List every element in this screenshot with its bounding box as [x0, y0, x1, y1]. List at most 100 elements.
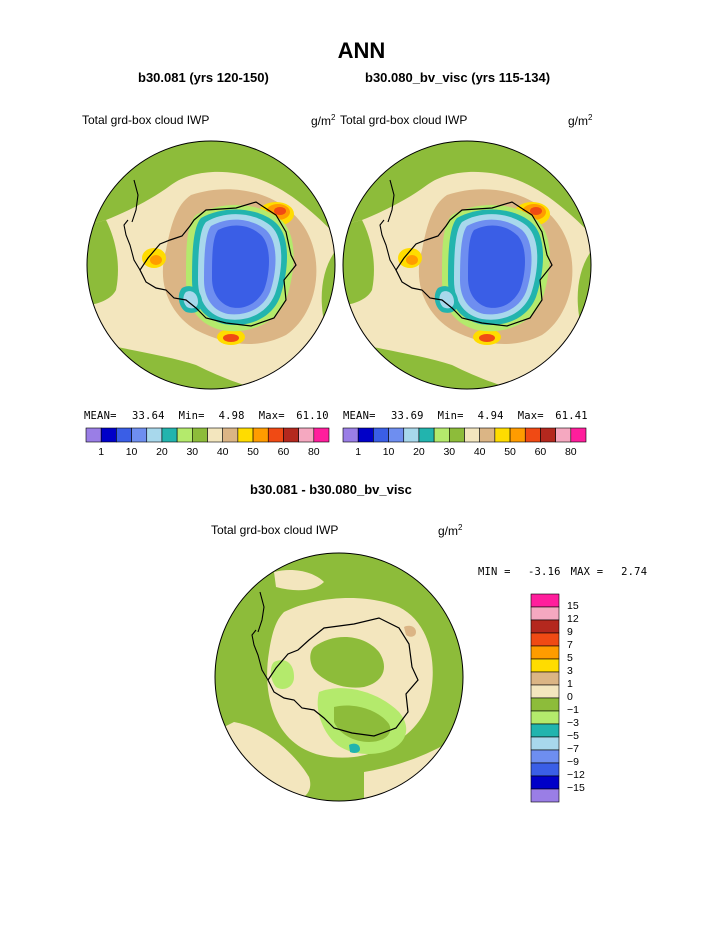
panel2-colorbar-label: 50: [504, 446, 516, 458]
diff-colorbar-swatch: [530, 658, 560, 673]
panel1-colorbar-swatch: [192, 427, 208, 443]
panel1-colorbar-swatch: [283, 427, 299, 443]
panel2-units: g/m2: [568, 113, 593, 128]
panel2-colorbar-swatch: [509, 427, 526, 443]
diff-colorbar-swatch: [530, 749, 560, 764]
diff-colorbar-swatch: [530, 762, 560, 777]
panel2-polar-map: [342, 140, 592, 390]
diff-colorbar-swatch: [530, 671, 560, 686]
diff-peninsula-coast: [251, 629, 269, 681]
panel1-case-title: b30.081 (yrs 120-150): [138, 70, 269, 85]
panel2-colorbar-swatch: [373, 427, 389, 443]
diff-colorbar-swatch: [530, 723, 560, 738]
diff-teal-spot: [349, 743, 360, 753]
diff-variable-label: Total grd-box cloud IWP: [211, 523, 339, 537]
diff-units: g/m2: [438, 523, 463, 538]
panel1-colorbar-swatch: [146, 427, 163, 443]
diff-colorbar-swatch: [530, 710, 560, 725]
diff-colorbar-swatch: [530, 684, 560, 699]
panel2-peninsula-coast: [379, 219, 397, 271]
diff-colorbar-swatch: [530, 619, 560, 634]
diff-colorbar-label: −12: [567, 769, 585, 781]
diff-colorbar-swatch: [530, 632, 560, 647]
panel2-colorbar-swatch: [403, 427, 420, 443]
diff-polar-map: [214, 552, 464, 802]
panel2-colorbar-label: 10: [382, 446, 395, 458]
panel2-colorbar-label: 1: [355, 446, 362, 458]
panel2-samerica-coast: [387, 179, 395, 223]
diff-cream-north: [274, 570, 324, 591]
panel1-colorbar-swatch: [313, 427, 330, 443]
panel1-units: g/m2: [311, 113, 336, 128]
diff-colorbar-label: 5: [567, 652, 573, 664]
diff-tan-spot: [404, 625, 416, 637]
panel2-colorbar-swatch: [479, 427, 496, 443]
panel2-colorbar-swatch: [357, 427, 374, 443]
panel1-colorbar-label: 20: [156, 446, 168, 458]
panel1-variable-label: Total grd-box cloud IWP: [82, 113, 210, 127]
panel2-colorbar-swatch: [342, 427, 359, 443]
panel1-mean-value: 33.64: [132, 410, 165, 422]
panel1-colorbar-label: 40: [216, 446, 229, 458]
panel1-max-value: 61.10: [296, 410, 329, 422]
panel2-colorbar-swatch: [433, 427, 450, 443]
diff-colorbar-label: −1: [567, 704, 579, 716]
diff-min-value: -3.16: [528, 566, 561, 578]
panel1-colorbar-swatch: [298, 427, 315, 443]
diff-colorbar-swatch: [530, 788, 560, 803]
diff-stats: MIN = -3.16 MAX = 2.74: [478, 566, 648, 578]
panel2-colorbar-swatch: [464, 427, 480, 443]
panel1-colorbar-swatch: [222, 427, 239, 443]
diff-colorbar-label: −15: [567, 782, 585, 794]
panel1-colorbar-label: 30: [186, 446, 199, 458]
panel1-north-green-band: [87, 141, 335, 235]
diff-colorbar-label: −3: [567, 717, 579, 729]
diff-max-value: 2.74: [621, 566, 648, 578]
panel1-colorbar-label: 10: [125, 446, 138, 458]
diff-colorbar-label: 0: [567, 691, 573, 703]
panel1-colorbar-labels: 1 10 20 30 40 50 60 80: [86, 446, 329, 460]
panel2-variable-label: Total grd-box cloud IWP: [340, 113, 468, 127]
panel1-colorbar-swatch: [207, 427, 223, 443]
diff-panel-title: b30.081 - b30.080_bv_visc: [250, 482, 412, 497]
diff-colorbar-labels: 15 12 9 7 5 3 1 0 −1 −3 −5 −7 −9 −12 −15: [565, 594, 605, 802]
diff-colorbar-label: 1: [567, 678, 573, 690]
diff-colorbar-label: −5: [567, 730, 579, 742]
diff-colorbar-label: 15: [567, 600, 579, 612]
diff-colorbar-label: −9: [567, 756, 579, 768]
diff-colorbar-swatch: [530, 697, 560, 712]
panel1-colorbar-swatch: [176, 427, 193, 443]
panel1-polar-map: [86, 140, 336, 390]
panel2-colorbar-label: 60: [534, 446, 547, 458]
panel1-colorbar-swatch: [267, 427, 284, 443]
panel1-coastline: [139, 201, 297, 327]
panel2-case-title: b30.080_bv_visc (yrs 115-134): [365, 70, 551, 85]
panel2-colorbar-label: 30: [443, 446, 456, 458]
panel1-colorbar-swatch: [161, 427, 178, 443]
panel1-west-green: [87, 220, 118, 305]
panel1-colorbar-swatch: [252, 427, 269, 443]
panel2-colorbar-swatch: [388, 427, 405, 443]
panel1-colorbar-label: 50: [247, 446, 259, 458]
panel2-min-value: 4.94: [477, 410, 504, 422]
panel2-colorbar-labels: 1 10 20 30 40 50 60 80: [343, 446, 586, 460]
diff-colorbar-label: 3: [567, 665, 573, 677]
panel2-stats: MEAN= 33.69 Min= 4.94 Max= 61.41: [343, 410, 588, 422]
panel2-antarctica-royal: [468, 225, 525, 308]
panel1-min-value: 4.98: [218, 410, 245, 422]
panel2-colorbar-swatch: [494, 427, 511, 443]
panel2-mean-value: 33.69: [391, 410, 424, 422]
diff-colorbar-swatch: [530, 736, 560, 751]
panel1-colorbar: [85, 427, 330, 443]
diff-colorbar-swatch: [530, 593, 560, 608]
page-title: ANN: [337, 38, 386, 63]
panel2-colorbar-label: 20: [413, 446, 425, 458]
diff-colorbar-swatch: [530, 645, 560, 660]
diff-colorbar-label: 7: [567, 639, 573, 651]
panel2-colorbar-swatch: [449, 427, 465, 443]
panel2-colorbar-swatch: [570, 427, 587, 443]
panel2-colorbar-swatch: [418, 427, 435, 443]
panel2-colorbar-swatch: [540, 427, 556, 443]
panel2-colorbar: [342, 427, 587, 443]
panel1-colorbar-swatch: [100, 427, 117, 443]
